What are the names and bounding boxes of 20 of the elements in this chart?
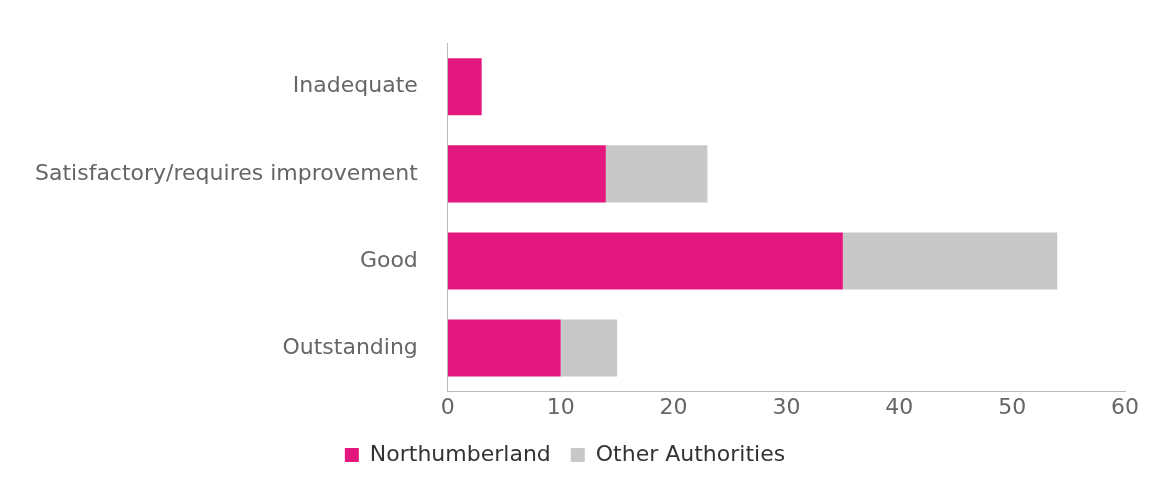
x-tick-label: 30 — [772, 393, 801, 419]
legend-label: Northumberland — [369, 440, 551, 466]
x-tick-label: 0 — [440, 393, 455, 419]
x-tick-label: 60 — [1111, 393, 1139, 419]
x-tick-label: 50 — [998, 393, 1027, 419]
y-tick-label: Inadequate — [292, 72, 418, 98]
bar — [605, 145, 708, 203]
legend-label: Other Authorities — [595, 440, 786, 466]
bar — [447, 319, 561, 377]
bar — [842, 232, 1058, 290]
y-tick-label: Good — [359, 246, 418, 272]
y-tick-label: Satisfactory/requires improvement — [34, 159, 419, 185]
bar — [560, 319, 618, 377]
y-tick-label: Outstanding — [282, 333, 418, 359]
x-tick-label: 10 — [546, 393, 575, 419]
x-tick-label: 40 — [885, 393, 914, 419]
bar — [447, 145, 606, 203]
x-tick-label: 20 — [659, 393, 688, 419]
bar — [447, 58, 482, 116]
bar — [447, 232, 843, 290]
